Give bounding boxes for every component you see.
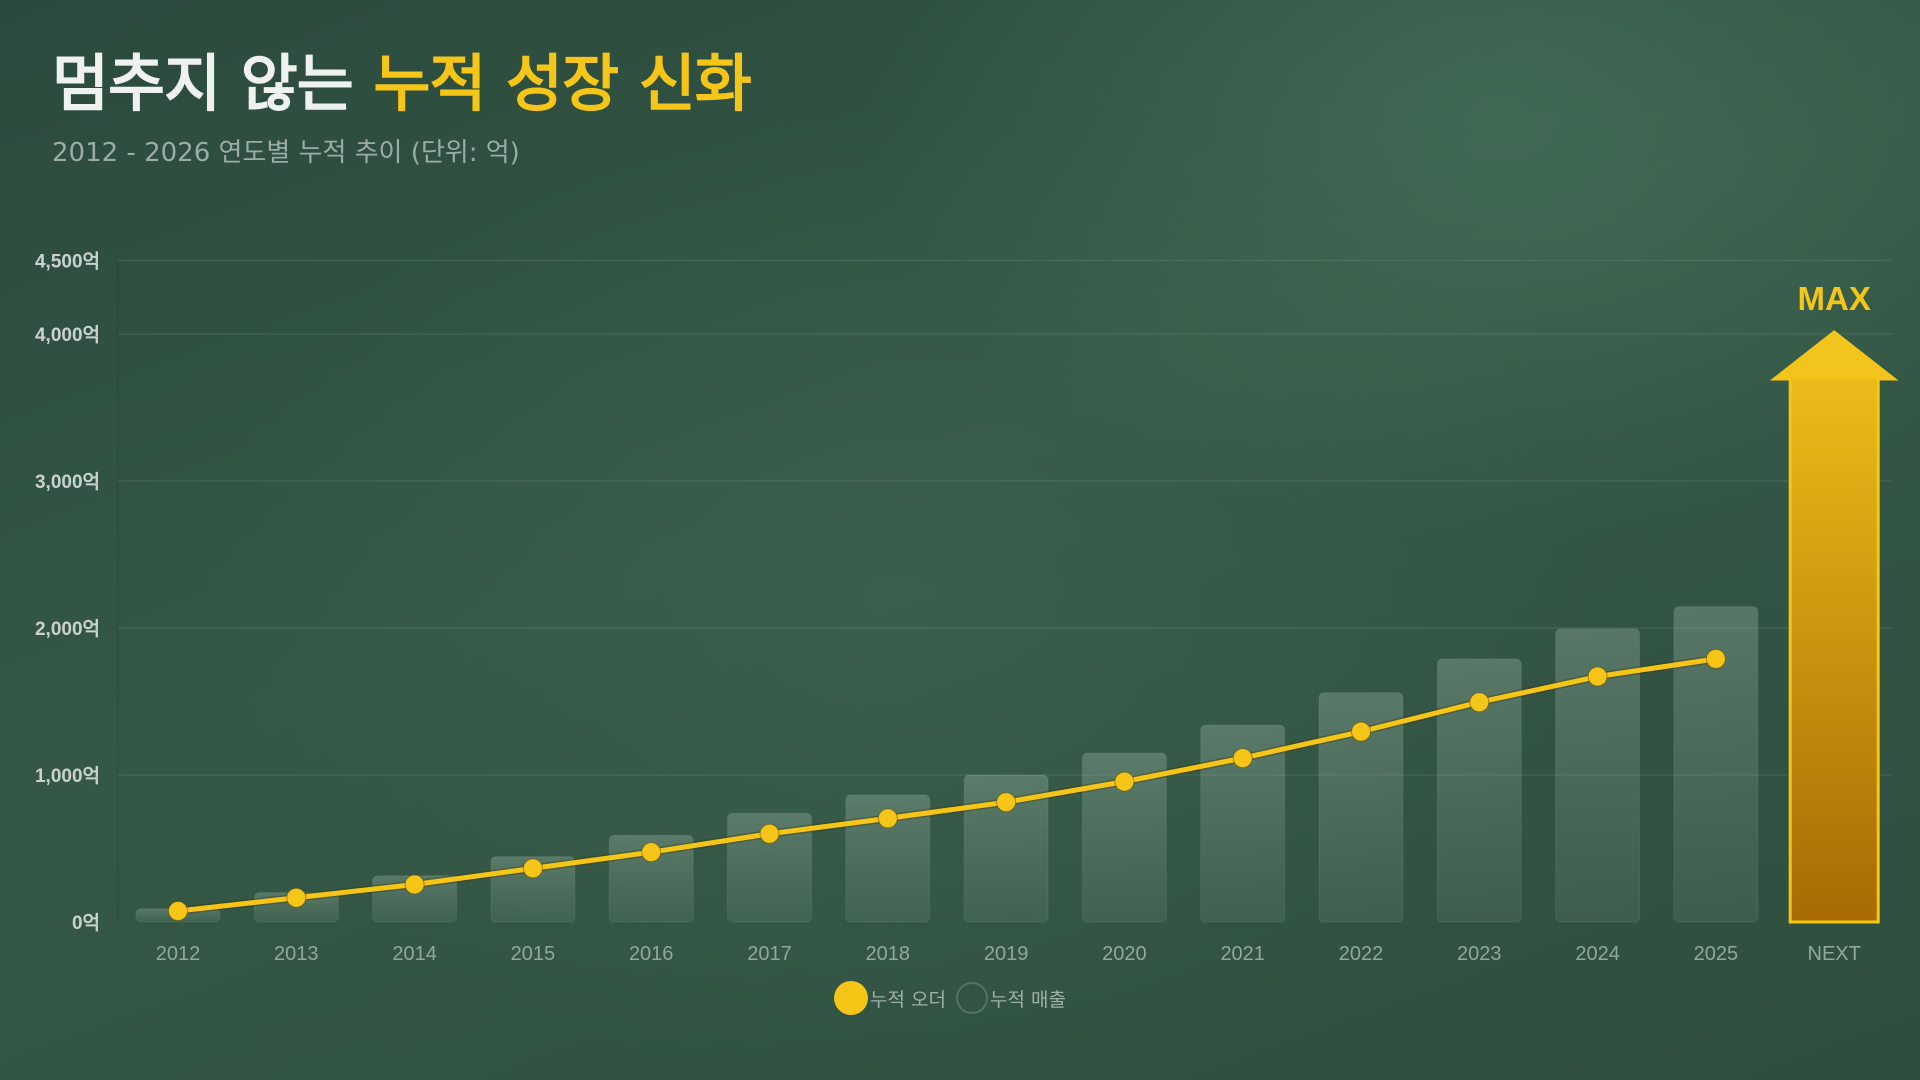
- y-axis: 0억 1,000억 2,000억 3,000억 4,000억 4,500억: [35, 251, 100, 935]
- legend-circle-icon: [955, 982, 988, 1014]
- point-2022[interactable]: [1351, 721, 1371, 742]
- legend-label: 누적 오더: [870, 988, 946, 1011]
- y-tick-label: 1,000억: [35, 765, 100, 787]
- y-tick-label: 2,000억: [35, 618, 100, 640]
- x-tick-label: 2021: [1220, 943, 1265, 965]
- title-plain: 멈추지 않는: [52, 47, 374, 120]
- x-tick-label: 2015: [511, 943, 556, 965]
- point-2018[interactable]: [877, 808, 898, 829]
- bar-2021[interactable]: [1200, 724, 1286, 923]
- grid-lines: [117, 259, 1892, 922]
- point-2012[interactable]: [168, 900, 188, 921]
- x-tick-label: 2013: [274, 943, 319, 965]
- x-tick-label: 2018: [866, 943, 911, 965]
- legend-item-orders[interactable]: 누적 오더: [834, 981, 946, 1015]
- y-tick-label: 3,000억: [35, 471, 100, 493]
- point-2019[interactable]: [996, 792, 1017, 813]
- subtitle: 2012 - 2026 연도별 누적 추이 (단위: 억): [52, 138, 520, 168]
- bar-series-cumulative-sales: [135, 606, 1759, 923]
- x-tick-label: 2016: [629, 943, 674, 965]
- point-2020[interactable]: [1114, 771, 1135, 792]
- x-axis: 2012 2013 2014 2015 2016 2017 2018 2019 2020 2021…: [156, 943, 1861, 965]
- x-tick-label: 2020: [1102, 943, 1147, 965]
- point-2013[interactable]: [286, 887, 307, 908]
- bar-2017[interactable]: [727, 812, 812, 923]
- title-highlight: 누적 성장 신화: [373, 47, 751, 120]
- x-tick-label: 2024: [1575, 943, 1620, 965]
- y-tick-label: 4,500억: [35, 251, 100, 273]
- x-tick-label: NEXT: [1808, 943, 1861, 965]
- page-title: 멈추지 않는 누적 성장 신화: [52, 44, 752, 124]
- legend-dot-icon: [834, 981, 868, 1015]
- point-2016[interactable]: [641, 842, 662, 863]
- y-tick-label: 0억: [72, 912, 100, 934]
- x-tick-label: 2023: [1457, 943, 1502, 965]
- x-tick-label: 2017: [747, 943, 792, 965]
- chart-legend: 누적 오더 누적 매출: [834, 980, 1066, 1016]
- line-series-cumulative-orders: [168, 648, 1726, 921]
- x-tick-label: 2012: [156, 943, 201, 965]
- point-2014[interactable]: [404, 874, 425, 895]
- x-tick-label: 2019: [984, 943, 1029, 965]
- point-2023[interactable]: [1469, 692, 1490, 713]
- point-2024[interactable]: [1587, 666, 1608, 687]
- y-tick-label: 4,000억: [35, 324, 100, 346]
- x-tick-label: 2025: [1694, 943, 1739, 965]
- point-2015[interactable]: [522, 858, 543, 879]
- point-2025[interactable]: [1705, 648, 1726, 669]
- max-arrow-icon: MAX: [1769, 280, 1899, 924]
- x-tick-label: 2022: [1339, 943, 1384, 965]
- max-label: MAX: [1798, 280, 1871, 317]
- bar-2020[interactable]: [1081, 752, 1167, 923]
- point-2021[interactable]: [1232, 748, 1253, 769]
- bar-2018[interactable]: [845, 794, 931, 923]
- bar-2025[interactable]: [1673, 606, 1759, 923]
- bar-2019[interactable]: [963, 774, 1049, 923]
- bar-2022[interactable]: [1318, 692, 1404, 923]
- point-2017[interactable]: [759, 823, 780, 844]
- bar-2023[interactable]: [1436, 658, 1522, 923]
- x-tick-label: 2014: [392, 943, 437, 965]
- legend-item-sales[interactable]: 누적 매출: [955, 982, 1066, 1014]
- bar-2024[interactable]: [1555, 628, 1641, 923]
- legend-label: 누적 매출: [989, 988, 1066, 1011]
